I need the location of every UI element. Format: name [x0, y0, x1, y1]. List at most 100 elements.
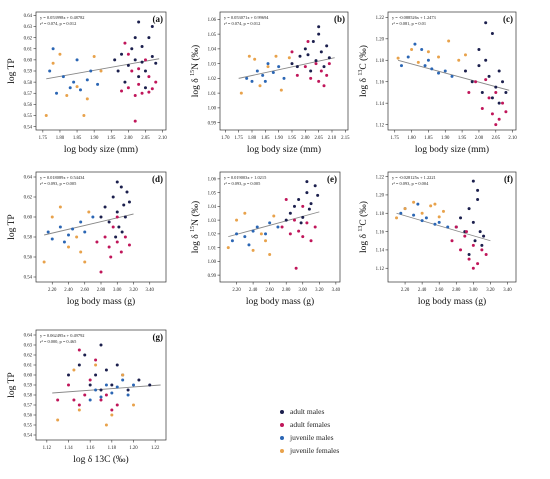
- x-tick-label: 1.75: [234, 136, 243, 141]
- x-tick-label: 3.00: [469, 288, 478, 293]
- data-point: [239, 91, 243, 95]
- data-point: [268, 253, 272, 256]
- data-point: [150, 87, 154, 91]
- data-point: [259, 232, 263, 236]
- data-point: [317, 25, 321, 29]
- legend-swatch: [280, 448, 284, 453]
- data-point: [309, 76, 313, 80]
- data-point: [292, 204, 296, 208]
- data-point: [127, 243, 131, 247]
- data-point: [494, 123, 498, 127]
- data-point: [412, 200, 416, 204]
- data-point: [288, 211, 292, 215]
- data-point: [459, 216, 463, 220]
- data-point: [471, 220, 475, 224]
- data-point: [441, 209, 445, 213]
- data-point: [126, 63, 130, 67]
- x-tick-label: 1.75: [391, 136, 400, 141]
- y-tick-label: 1.06: [208, 178, 217, 183]
- data-point: [115, 363, 119, 367]
- x-tick-label: 3.00: [299, 288, 308, 293]
- data-point: [226, 246, 230, 250]
- plot-frame: [219, 11, 349, 131]
- y-tick-label: 1.14: [376, 102, 385, 107]
- data-point: [247, 54, 251, 58]
- data-point: [77, 408, 81, 412]
- data-point: [133, 58, 137, 62]
- data-point: [126, 393, 130, 397]
- data-point: [276, 225, 280, 229]
- x-tick-label: 1.90: [274, 136, 283, 141]
- data-point: [115, 385, 119, 389]
- y-tick-label: 0.63: [24, 344, 33, 349]
- data-point: [130, 69, 134, 73]
- data-point: [148, 383, 152, 387]
- data-point: [125, 190, 129, 194]
- data-point: [420, 219, 424, 223]
- data-point: [467, 207, 471, 211]
- data-point: [58, 205, 62, 209]
- data-point: [301, 204, 305, 208]
- panel-b: 1.70 1.75 1.80 1.85 1.90 1.95 2.00 2.05 2.10 2.15…: [190, 11, 350, 155]
- data-point: [99, 398, 103, 402]
- panel-d: 2.20 2.40 2.60 2.80 3.00 3.20 3.40 0.54 0.56 0.58…: [7, 171, 167, 307]
- x-tick-label: 1.80: [248, 136, 257, 141]
- data-point: [83, 260, 87, 264]
- data-point: [263, 79, 267, 83]
- data-point: [325, 44, 329, 48]
- x-tick-label: 3.00: [113, 288, 122, 293]
- y-tick-label: 0.57: [24, 92, 33, 97]
- regression-line: [46, 58, 160, 80]
- data-point: [154, 80, 158, 84]
- legend-swatch: [280, 435, 284, 440]
- y-tick-label: 0.54: [24, 434, 33, 439]
- data-point: [280, 225, 284, 229]
- data-point: [103, 205, 107, 209]
- y-axis-title: log TP: [7, 372, 17, 397]
- data-point: [250, 79, 254, 83]
- y-axis-title: log TP: [7, 214, 17, 239]
- data-point: [111, 225, 115, 229]
- data-point: [58, 225, 62, 229]
- data-point: [51, 47, 55, 51]
- data-point: [482, 234, 486, 238]
- data-point: [99, 215, 103, 219]
- data-point: [476, 262, 480, 266]
- data-point: [150, 24, 154, 28]
- data-point: [258, 84, 262, 88]
- data-point: [143, 86, 147, 90]
- legend-swatch: [280, 409, 284, 414]
- data-point: [487, 96, 491, 100]
- data-point: [490, 96, 494, 100]
- y-tick-label: 0.55: [24, 114, 33, 119]
- y-tick-label: 0.54: [24, 276, 33, 281]
- legend-item: juvenile females: [280, 444, 339, 457]
- x-tick-label: 2.10: [158, 136, 167, 141]
- data-point: [75, 58, 79, 62]
- x-tick-label: 1.12: [43, 446, 52, 451]
- regression-line: [52, 384, 161, 394]
- data-point: [78, 88, 82, 92]
- data-point: [290, 62, 294, 66]
- data-point: [264, 239, 268, 243]
- y-tick-label: 0.58: [24, 81, 33, 86]
- x-axis-title: log body size (mm): [415, 144, 489, 155]
- data-point: [413, 42, 417, 46]
- data-point: [126, 52, 130, 56]
- data-point: [133, 119, 137, 123]
- legend-item: juvenile males: [280, 431, 339, 444]
- data-point: [317, 32, 321, 36]
- legend-item: adult males: [280, 405, 339, 418]
- data-point: [104, 383, 108, 387]
- data-point: [474, 80, 478, 84]
- y-tick-label: 1.03: [208, 62, 217, 67]
- x-tick-label: 3.40: [503, 288, 512, 293]
- data-point: [111, 195, 115, 199]
- data-point: [99, 388, 103, 392]
- data-point: [247, 243, 251, 247]
- data-point: [478, 230, 482, 234]
- y-tick-label: 0.55: [24, 424, 33, 429]
- data-point: [319, 50, 323, 54]
- data-point: [91, 215, 95, 219]
- data-point: [119, 250, 123, 254]
